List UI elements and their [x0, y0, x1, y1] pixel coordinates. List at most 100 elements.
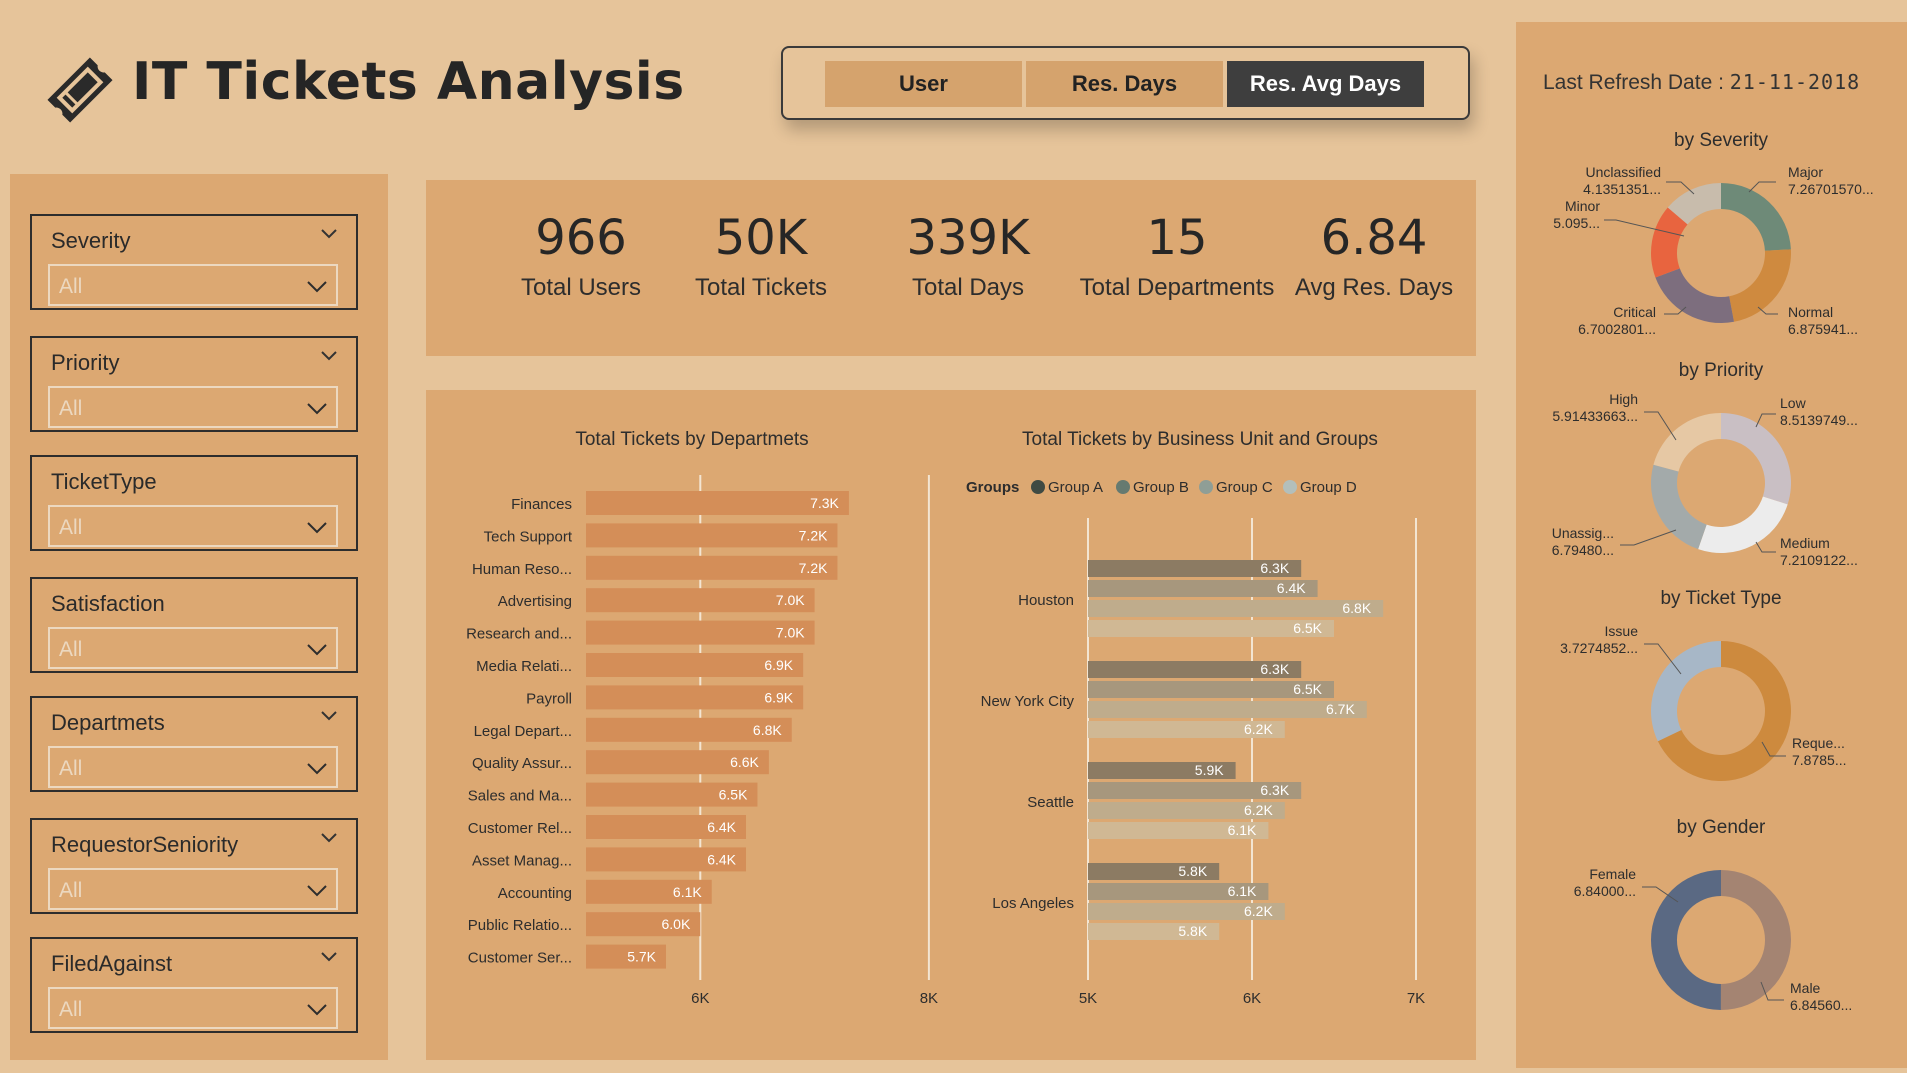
departmets-slicer: Departmets All	[30, 696, 358, 792]
bu-legend-label: Group D	[1300, 479, 1357, 496]
bu-bar	[1088, 883, 1269, 900]
dept-bar	[586, 588, 815, 613]
dept-category-label: Research and...	[466, 626, 572, 643]
bu-bar	[1088, 600, 1384, 617]
bu-bar-value-label: 6.3K	[1260, 560, 1289, 576]
bu-bar	[1088, 802, 1285, 819]
donut-slice-name: Issue	[1605, 623, 1639, 639]
user-view-button[interactable]: User	[825, 61, 1022, 107]
donut-leader-line	[1664, 306, 1687, 315]
kpi-label: Total Days	[911, 274, 1025, 301]
donut-slice	[1651, 641, 1721, 742]
donut-title: by Severity	[1674, 130, 1768, 151]
satisfaction-dropdown[interactable]: All	[48, 627, 338, 669]
chevron-down-icon	[307, 1004, 327, 1016]
res-days-view-button[interactable]: Res. Days	[1026, 61, 1223, 107]
filter-panel: Severity All Priority All TicketType All…	[10, 174, 388, 1060]
dept-category-label: Accounting	[498, 885, 572, 902]
bu-bar-value-label: 6.2K	[1244, 903, 1273, 919]
dept-category-label: Tech Support	[484, 528, 573, 545]
chevron-down-icon	[307, 522, 327, 534]
kpi-panel: 966 Total Users 50K Total Tickets 339K T…	[426, 180, 1476, 356]
donut-slice	[1651, 207, 1688, 278]
donut-title: by Ticket Type	[1660, 588, 1781, 609]
kpi-label: Total Departments	[1079, 274, 1275, 301]
requestorseniority-slicer-title: RequestorSeniority	[51, 832, 239, 857]
severity-dropdown-value: All	[59, 275, 83, 298]
bu-bar	[1088, 721, 1285, 738]
donut-slice	[1667, 183, 1721, 225]
filedagainst-dropdown[interactable]: All	[48, 987, 338, 1029]
bu-legend-label: Group A	[1048, 479, 1103, 496]
priority-slicer-title: Priority	[51, 350, 120, 375]
chevron-down-icon[interactable]	[320, 710, 338, 722]
bu-bar	[1088, 782, 1302, 799]
dept-bar-value-label: 7.2K	[799, 560, 828, 576]
donut-slice-value: 5.095...	[1553, 215, 1600, 231]
bu-legend-label: Group B	[1133, 479, 1189, 496]
bu-category-label: Houston	[1018, 592, 1074, 609]
donut-title: by Priority	[1679, 360, 1764, 381]
dept-bar	[586, 847, 747, 872]
tickettype-dropdown[interactable]: All	[48, 505, 338, 547]
bu-bar	[1088, 903, 1285, 920]
priority-dropdown[interactable]: All	[48, 386, 338, 428]
chevron-down-icon[interactable]	[320, 951, 338, 963]
chevron-down-icon[interactable]	[320, 228, 338, 240]
dept-bar	[586, 750, 769, 775]
kpi-total-users: 966 Total Users	[491, 210, 671, 302]
bu-bar-value-label: 6.1K	[1228, 822, 1257, 838]
donut-slice-name: Minor	[1565, 198, 1600, 214]
departmets-dropdown[interactable]: All	[48, 746, 338, 788]
res-avg-days-view-button[interactable]: Res. Avg Days	[1227, 61, 1424, 107]
donut-title: by Gender	[1677, 817, 1766, 838]
bu-legend-marker	[1116, 480, 1130, 494]
bu-bar-value-label: 6.3K	[1260, 782, 1289, 798]
bu-legend-marker	[1031, 480, 1045, 494]
bu-bar-value-label: 6.2K	[1244, 721, 1273, 737]
kpi-avg-res-days: 6.84 Avg Res. Days	[1284, 210, 1464, 302]
chevron-down-icon[interactable]	[320, 350, 338, 362]
dept-bar-value-label: 7.3K	[810, 495, 839, 511]
bu-category-label: New York City	[981, 693, 1075, 710]
tickettype-dropdown-value: All	[59, 516, 83, 539]
last-refresh: Last Refresh Date : 21-11-2018	[1543, 70, 1860, 95]
severity-dropdown[interactable]: All	[48, 264, 338, 306]
donut-slice-name: Major	[1788, 164, 1823, 180]
donut-slice	[1721, 183, 1791, 251]
kpi-label: Total Tickets	[694, 274, 828, 301]
bu-bar-value-label: 5.8K	[1178, 863, 1207, 879]
bu-bar-value-label: 6.3K	[1260, 661, 1289, 677]
requestorseniority-dropdown[interactable]: All	[48, 868, 338, 910]
bu-category-label: Los Angeles	[992, 895, 1074, 912]
kpi-label: Avg Res. Days	[1294, 274, 1454, 301]
bar-charts: Total Tickets by Departmets Finances 7.3K T…	[466, 429, 1425, 1007]
kpi-value: 6.84	[1320, 210, 1428, 266]
dept-bar-value-label: 6.8K	[753, 722, 782, 738]
ticket-icon	[47, 57, 113, 123]
last-refresh-date: 21-11-2018	[1729, 70, 1861, 94]
page-title: IT Tickets Analysis	[132, 52, 685, 112]
dept-bar-value-label: 6.9K	[764, 657, 793, 673]
departmets-slicer-title: Departmets	[51, 710, 165, 735]
kpi-value: 966	[535, 210, 627, 266]
donut-slice	[1657, 641, 1791, 781]
bu-bar	[1088, 681, 1334, 698]
dept-bar-value-label: 6.6K	[730, 754, 759, 770]
dept-bar	[586, 555, 838, 580]
dept-bar	[586, 523, 838, 548]
bu-x-tick-label: 6K	[1243, 990, 1261, 1007]
donut-slice-value: 5.91433663...	[1552, 408, 1638, 424]
dept-bar-value-label: 6.4K	[707, 819, 736, 835]
bu-bar-value-label: 6.8K	[1342, 600, 1371, 616]
severity-slicer: Severity All	[30, 214, 358, 310]
donut-slice-name: Unassig...	[1552, 525, 1614, 541]
chevron-down-icon[interactable]	[320, 832, 338, 844]
donut-slice-name: Male	[1790, 980, 1821, 996]
bu-legend-marker	[1199, 480, 1213, 494]
filedagainst-dropdown-value: All	[59, 998, 83, 1021]
donut-slice-name: High	[1609, 391, 1638, 407]
bu-legend-marker	[1283, 480, 1297, 494]
bu-bar-value-label: 6.5K	[1293, 681, 1322, 697]
